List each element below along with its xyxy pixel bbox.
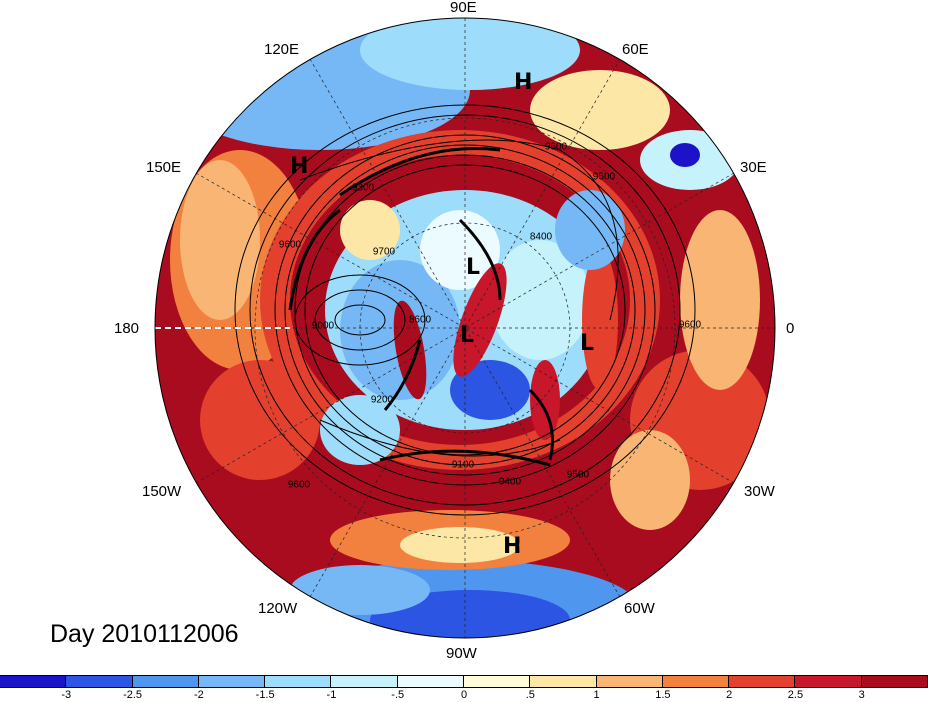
colorbar-tick-label: -2 xyxy=(193,689,204,701)
colorbar-segment xyxy=(596,676,663,687)
contour-label: 9300 xyxy=(351,182,375,194)
contour-label: 9000 xyxy=(311,320,335,332)
colorbar-segment xyxy=(795,676,862,687)
lon-label-60e: 60E xyxy=(622,41,649,58)
colorbar-tick-label: -1.5 xyxy=(255,689,275,701)
lon-label-90e: 90E xyxy=(450,0,477,16)
colorbar-tick-label: -.5 xyxy=(391,689,405,701)
colorbar-tick-label: 2.5 xyxy=(787,689,804,701)
low-center: L xyxy=(466,255,481,280)
colorbar-segment xyxy=(397,676,464,687)
colorbar-segment xyxy=(0,676,67,687)
colorbar-segment xyxy=(66,676,133,687)
high-center: H xyxy=(514,70,533,95)
lon-label-150w: 150W xyxy=(142,483,182,500)
map-border xyxy=(154,17,776,639)
contour-label: 9200 xyxy=(370,394,394,406)
colorbar-segment xyxy=(729,676,796,687)
contour-label: 8400 xyxy=(529,231,553,243)
colorbar-segment xyxy=(132,676,199,687)
contour-label: 9500 xyxy=(566,469,590,481)
lon-label-30w: 30W xyxy=(744,483,775,500)
contour-label: 9700 xyxy=(372,246,396,258)
lon-label-90w: 90W xyxy=(446,645,477,662)
colorbar-segment xyxy=(265,676,332,687)
colorbar-segment xyxy=(861,676,928,687)
colorbar-tick-label: -3 xyxy=(61,689,72,701)
lon-label-150e: 150E xyxy=(146,159,182,176)
colorbar-tick-label: 1.5 xyxy=(655,689,671,701)
contour-label: 9400 xyxy=(498,476,522,488)
colorbar xyxy=(0,675,928,688)
colorbar-segment xyxy=(198,676,266,687)
colorbar-tick-label: 1 xyxy=(593,689,600,701)
colorbar-tick-label: 2 xyxy=(726,689,733,701)
map-title: Day 2010112006 xyxy=(50,620,239,648)
lon-label-120w: 120W xyxy=(258,600,298,617)
contour-label: 9500 xyxy=(592,171,616,183)
jet-contours xyxy=(288,146,554,467)
lon-label-180: 180 xyxy=(114,320,140,337)
lon-label-60w: 60W xyxy=(624,600,655,617)
colorbar-segment xyxy=(530,676,597,687)
contour-label: 9600 xyxy=(678,319,702,331)
colorbar-segment xyxy=(662,676,730,687)
lon-label-30e: 30E xyxy=(740,159,767,176)
contour-label: 9100 xyxy=(451,459,475,471)
colorbar-segment xyxy=(331,676,398,687)
lon-label-0: 0 xyxy=(786,320,795,337)
contour-label: 9600 xyxy=(544,141,568,153)
colorbar-tick-label: 0 xyxy=(460,689,468,701)
low-center: L xyxy=(580,331,595,356)
contour-label: 9600 xyxy=(278,239,302,251)
colorbar-tick-label: .5 xyxy=(525,689,535,701)
low-center: L xyxy=(460,323,475,348)
lon-label-120e: 120E xyxy=(264,41,300,58)
high-center: H xyxy=(503,534,522,559)
colorbar-segment xyxy=(463,676,531,687)
colorbar-tick-label: -1 xyxy=(326,689,337,701)
high-center: H xyxy=(290,154,309,179)
contour-label: 9600 xyxy=(287,479,311,491)
colorbar-tick-label: 3 xyxy=(858,689,865,701)
contour-label: 8600 xyxy=(408,314,432,326)
colorbar-tick-label: -2.5 xyxy=(123,689,143,701)
